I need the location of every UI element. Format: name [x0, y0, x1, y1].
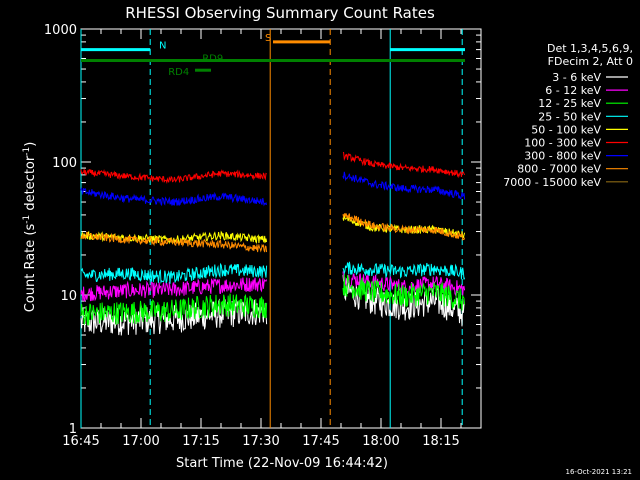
series-line-100-300keV — [342, 151, 466, 179]
x-tick-label: 18:00 — [362, 434, 399, 449]
legend-header-line2: FDecim 2, Att 0 — [548, 55, 633, 68]
y-axis-label-sup2: -1 — [22, 147, 32, 156]
flag-label-n: N — [159, 41, 166, 52]
y-tick-label: 1000 — [44, 23, 77, 38]
series-line-25-50keV — [342, 261, 466, 280]
legend-entry-label: 6 - 12 keV — [545, 84, 601, 97]
flag-label-rd4: RD4 — [168, 67, 189, 78]
footer-timestamp: 16-Oct-2021 13:21 — [566, 468, 632, 476]
series-line-300-800keV — [342, 171, 466, 200]
series-line-3-6keV — [80, 298, 268, 336]
series-line-800-7000keV — [80, 231, 268, 253]
series-line-6-12keV — [342, 271, 466, 297]
x-tick-label: 17:45 — [302, 434, 339, 449]
y-tick-label: 1 — [69, 422, 77, 437]
legend-entry-label: 50 - 100 keV — [531, 123, 601, 136]
y-axis-label-end: ) — [23, 142, 38, 147]
series-line-300-800keV — [80, 187, 268, 207]
x-tick-label: 16:45 — [62, 434, 99, 449]
series-line-25-50keV — [80, 262, 268, 285]
legend-entry-label: 300 - 800 keV — [524, 150, 601, 163]
y-tick-label: 10 — [60, 289, 77, 304]
x-tick-label: 17:15 — [182, 434, 219, 449]
chart-title: RHESSI Observing Summary Count Rates — [125, 4, 435, 22]
x-tick-label: 17:00 — [122, 434, 159, 449]
y-tick-label: 100 — [52, 156, 77, 171]
x-tick-label: 17:30 — [242, 434, 279, 449]
flag-label-rd9: RD9 — [202, 53, 223, 64]
legend-entry-label: 12 - 25 keV — [538, 97, 601, 110]
y-axis-label: Count Rate (s-1 detector-1) — [22, 142, 38, 313]
series-line-12-25keV — [80, 293, 268, 326]
legend-entry-label: 800 - 7000 keV — [517, 163, 601, 176]
legend-entry-label: 100 - 300 keV — [524, 137, 601, 150]
series-line-100-300keV — [80, 168, 267, 185]
y-axis-label-mid: detector — [23, 155, 38, 215]
series-line-800-7000keV — [342, 212, 466, 241]
flag-label-s: S — [265, 33, 271, 44]
legend-entry-label: 3 - 6 keV — [552, 71, 601, 84]
x-tick-label: 18:15 — [422, 434, 459, 449]
y-axis-label-sup1: -1 — [22, 215, 32, 224]
y-axis-label-main: Count Rate (s — [23, 224, 38, 313]
series-line-12-25keV — [342, 274, 466, 311]
legend-entry-label: 25 - 50 keV — [538, 110, 601, 123]
legend-entry-label: 7000 - 15000 keV — [503, 176, 601, 189]
series-line-6-12keV — [80, 277, 268, 302]
x-axis-label: Start Time (22-Nov-09 16:44:42) — [176, 456, 388, 471]
plot-area: 1 10 100 1000 16:45 17:00 17:15 17:30 17:45 18:00… — [44, 23, 482, 449]
legend-header-line1: Det 1,3,4,5,6,9, — [547, 42, 633, 55]
